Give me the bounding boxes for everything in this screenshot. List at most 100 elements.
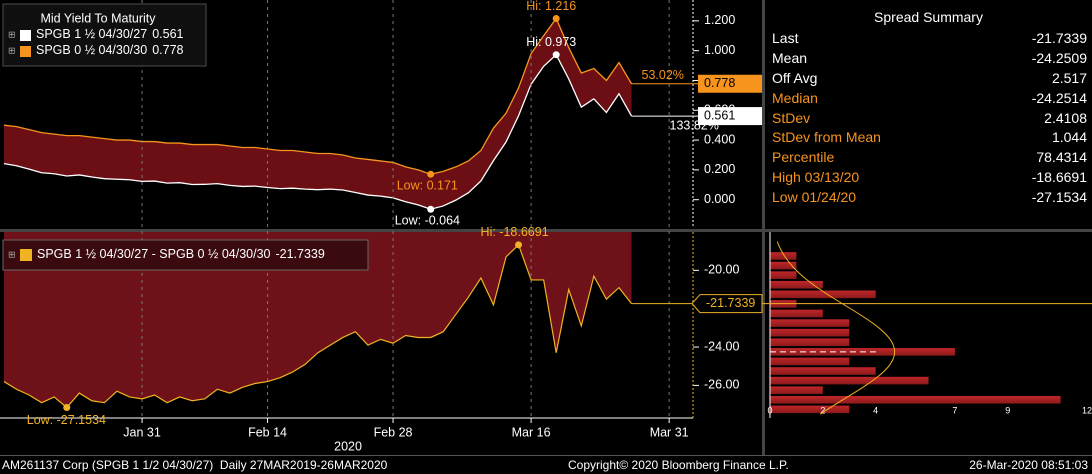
footer: AM261137 Corp (SPGB 1 1/2 04/30/27) Dail… — [0, 455, 1092, 474]
summary-row: Off Avg 2.517 — [765, 69, 1092, 89]
summary-value: -21.7339 — [1031, 30, 1087, 46]
spread-summary: Spread Summary Last -21.7339 Mean -24.2509 O… — [765, 0, 1092, 228]
summary-label: StDev from Mean — [772, 129, 881, 146]
x-tick-label: Feb 14 — [248, 425, 287, 439]
legend-toggle: ⊞ — [8, 45, 16, 55]
histogram-bar — [770, 376, 929, 385]
y-tick-label: -24.00 — [704, 339, 739, 353]
summary-value: 78.4314 — [1036, 149, 1087, 166]
summary-value: -18.6691 — [1031, 169, 1087, 186]
annotation: Low: -27.1534 — [27, 413, 106, 427]
last-value-tag: 0.561 — [704, 108, 735, 122]
histogram-bar — [770, 252, 797, 260]
x-tick-label: Feb 28 — [374, 425, 413, 439]
summary-label: Median — [772, 89, 818, 106]
legend-value: -21.7339 — [275, 247, 324, 261]
summary-value: -24.2509 — [1031, 49, 1087, 66]
x-axis-label: 2020 — [334, 439, 362, 453]
legend-entry: SPGB 0 ½ 04/30/30 0.778 — [36, 43, 184, 57]
x-tick-label: 9 — [1005, 405, 1010, 415]
last-value-tag: -21.7339 — [706, 296, 755, 310]
summary-row: Percentile 78.4314 — [765, 148, 1092, 168]
spread-band — [4, 18, 632, 210]
summary-row: High 03/13/20 -18.6691 — [765, 168, 1092, 188]
last-value-tag-bg — [698, 107, 762, 126]
y-tick-label: 0.400 — [704, 132, 735, 146]
footer-center: Copyright© 2020 Bloomberg Finance L.P. — [568, 458, 789, 472]
last-value-tag-bg — [698, 74, 762, 93]
summary-value: 2.517 — [1051, 69, 1087, 86]
histogram-bar — [770, 319, 850, 327]
legend-entry: SPGB 1 ½ 04/30/27 0.561 — [36, 27, 184, 41]
summary-label: High 03/13/20 — [772, 169, 860, 186]
summary-row: Median -24.2514 — [765, 89, 1092, 109]
y-tick-label: 0.200 — [704, 162, 735, 176]
x-tick-label: Mar 31 — [650, 425, 689, 439]
legend-swatch — [20, 249, 32, 261]
extreme-point — [552, 51, 560, 59]
summary-row: Mean -24.2509 — [765, 49, 1092, 69]
x-tick-label: 0 — [767, 405, 772, 415]
panel-separator — [0, 229, 1092, 232]
summary-value: -24.2514 — [1031, 89, 1087, 106]
annotation: 133.82% — [670, 118, 719, 132]
legend-swatch — [20, 46, 31, 57]
extreme-point — [63, 404, 71, 412]
legend-value: 0.561 — [152, 27, 183, 41]
y-tick-label: 1.200 — [704, 13, 735, 27]
summary-value: 1.044 — [1051, 129, 1087, 146]
histogram-bar — [770, 357, 850, 366]
summary-label: StDev — [772, 109, 811, 126]
fit-curve — [776, 241, 896, 415]
summary-label: Off Avg — [772, 69, 818, 86]
histogram-bar — [770, 261, 797, 270]
series-line — [3, 17, 633, 175]
extreme-point — [515, 241, 523, 249]
histogram-bar — [770, 271, 797, 279]
annotation: Hi: -18.6691 — [481, 225, 549, 239]
legend-value: 0.778 — [152, 43, 183, 57]
y-tick-label: 1.000 — [704, 43, 735, 57]
x-tick-label: 12 — [1082, 405, 1092, 415]
summary-label: Mean — [772, 49, 808, 66]
extreme-point — [427, 170, 435, 178]
histogram-bar — [770, 395, 1061, 404]
legend-toggle: ⊞ — [8, 249, 16, 259]
x-tick-label: 7 — [952, 405, 957, 415]
legend-box — [2, 3, 207, 67]
histogram-bar — [770, 338, 850, 347]
annotation: Low: 0.171 — [397, 179, 458, 193]
legend-name: SPGB 1 ½ 04/30/27 — [36, 27, 147, 41]
footer-right: 26-Mar-2020 08:51:03 — [969, 458, 1088, 472]
footer-left: AM261137 Corp (SPGB 1 1/2 04/30/27) Dail… — [2, 458, 388, 472]
summary-row: StDev from Mean 1.044 — [765, 128, 1092, 148]
summary-label: Last — [772, 30, 799, 46]
legend-name: SPGB 1 ½ 04/30/27 - SPGB 0 ½ 04/30/30 — [37, 247, 271, 261]
histogram-bar — [770, 290, 876, 299]
panel-separator — [762, 0, 765, 455]
last-value-tag-bg — [691, 294, 763, 314]
extreme-point — [552, 14, 560, 22]
summary-row: Low 01/24/20 -27.1534 — [765, 188, 1092, 208]
annotation: Hi: 0.973 — [526, 35, 576, 49]
summary-value: -27.1534 — [1031, 189, 1087, 206]
x-tick-label: 4 — [873, 405, 878, 415]
histogram-bar — [770, 405, 850, 414]
y-tick-label: 0.000 — [704, 192, 735, 206]
histogram-bar — [770, 280, 823, 289]
annotation: 53.02% — [642, 68, 684, 82]
histogram-bar — [770, 309, 823, 318]
legend-swatch — [20, 30, 31, 41]
histogram-bar — [770, 386, 823, 394]
x-tick-label: 2 — [820, 405, 825, 415]
legend-box — [2, 239, 369, 271]
y-tick-label: -20.00 — [704, 263, 739, 277]
series-line — [3, 243, 632, 409]
annotation: Hi: 1.216 — [526, 0, 576, 13]
summary-row: Last -21.7339 — [765, 29, 1092, 49]
spread-area — [4, 232, 632, 408]
legend-name: SPGB 0 ½ 04/30/30 — [36, 43, 147, 57]
summary-title: Spread Summary — [874, 9, 983, 25]
legend-title: Mid Yield To Maturity — [40, 11, 156, 25]
